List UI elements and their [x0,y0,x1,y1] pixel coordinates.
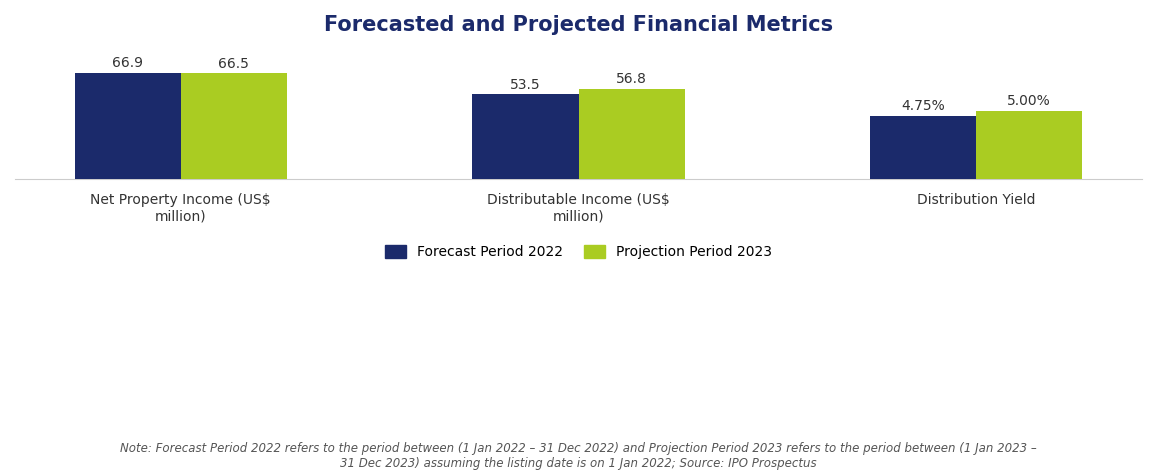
Text: 56.8: 56.8 [616,72,647,86]
Bar [75,73,180,180]
Text: 5.00%: 5.00% [1008,95,1052,108]
Title: Forecasted and Projected Financial Metrics: Forecasted and Projected Financial Metri… [324,15,833,35]
Text: 66.5: 66.5 [219,57,249,71]
Bar [180,73,287,180]
Bar [977,111,1082,180]
Bar [578,89,685,180]
Text: 4.75%: 4.75% [901,99,945,113]
Text: 66.9: 66.9 [112,57,143,70]
Bar [870,115,977,180]
Text: Note: Forecast Period 2022 refers to the period between (1 Jan 2022 – 31 Dec 202: Note: Forecast Period 2022 refers to the… [120,442,1037,470]
Legend: Forecast Period 2022, Projection Period 2023: Forecast Period 2022, Projection Period … [379,240,778,265]
Text: 53.5: 53.5 [510,78,540,92]
Bar [472,94,578,180]
